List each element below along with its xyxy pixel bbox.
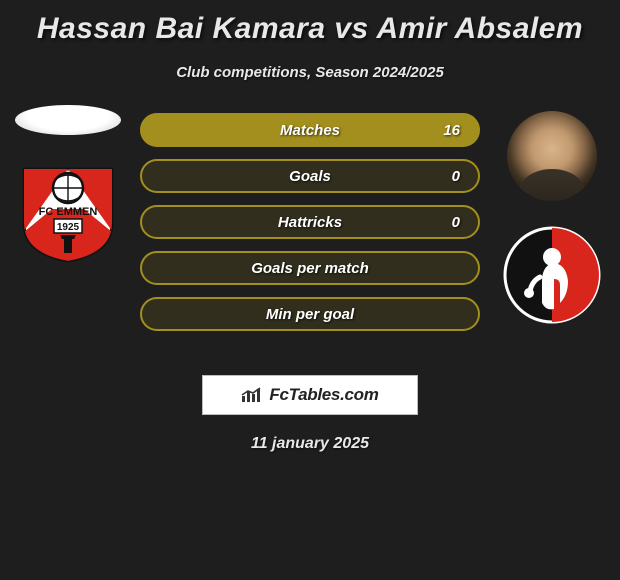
stat-pill-list: Matches 16 Goals 0 Hattricks 0 Goals per… — [140, 113, 480, 331]
watermark-box: FcTables.com — [202, 375, 418, 415]
stat-pill-hattricks: Hattricks 0 — [140, 205, 480, 239]
comparison-panel: FC EMMEN 1925 Matches — [0, 113, 620, 353]
stat-label: Matches — [142, 122, 478, 139]
badge-text-year: 1925 — [57, 222, 80, 233]
stat-right-value: 0 — [436, 214, 460, 231]
right-club-badge — [502, 225, 602, 330]
bar-chart-icon — [241, 386, 263, 404]
stat-label: Min per goal — [142, 306, 478, 323]
player-right-avatar — [507, 111, 597, 201]
stat-pill-goals-per-match: Goals per match — [140, 251, 480, 285]
stat-pill-matches: Matches 16 — [140, 113, 480, 147]
stat-right-value: 0 — [436, 168, 460, 185]
date-text: 11 january 2025 — [0, 435, 620, 453]
left-player-column: FC EMMEN 1925 — [8, 105, 128, 270]
stat-label: Goals per match — [142, 260, 478, 277]
player-left-avatar-placeholder — [15, 105, 121, 135]
stat-right-value: 16 — [436, 122, 460, 139]
stat-pill-goals: Goals 0 — [140, 159, 480, 193]
badge-text-top: FC EMMEN — [39, 206, 98, 218]
right-player-column — [492, 111, 612, 330]
left-club-badge: FC EMMEN 1925 — [14, 157, 122, 270]
stat-pill-min-per-goal: Min per goal — [140, 297, 480, 331]
stat-label: Hattricks — [142, 214, 478, 231]
page-title: Hassan Bai Kamara vs Amir Absalem — [0, 0, 620, 46]
stat-label: Goals — [142, 168, 478, 185]
helmond-badge-icon — [502, 225, 602, 325]
subtitle: Club competitions, Season 2024/2025 — [0, 64, 620, 81]
watermark-text: FcTables.com — [269, 385, 378, 405]
fc-emmen-badge-icon: FC EMMEN 1925 — [14, 157, 122, 265]
